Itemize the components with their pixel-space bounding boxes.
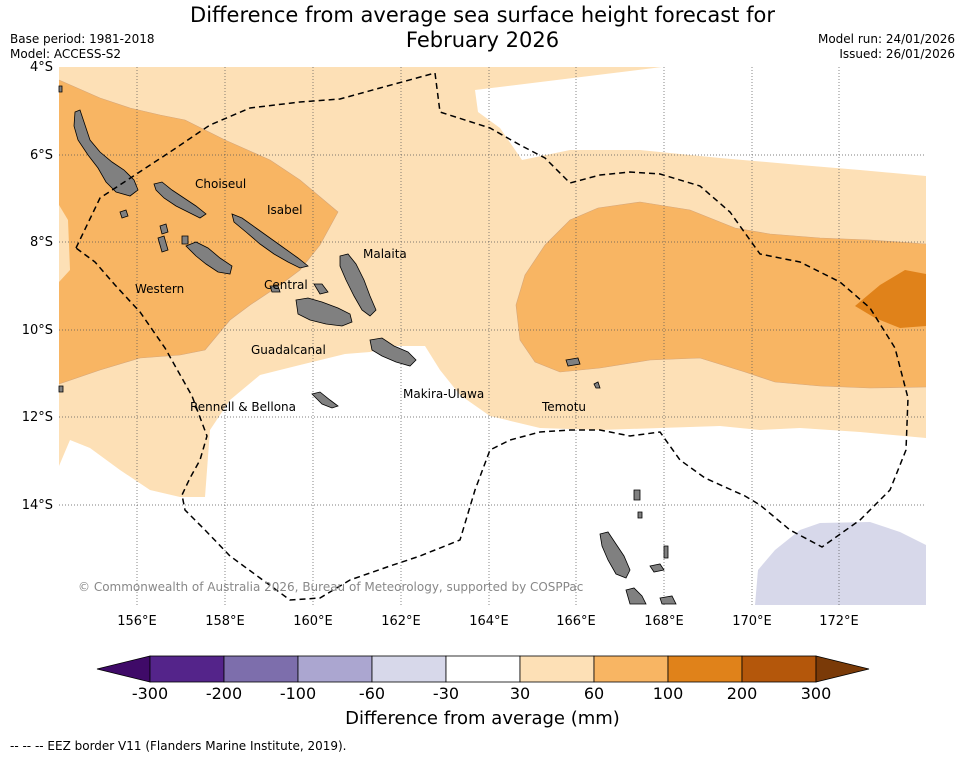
region-label-makira-ulawa: Makira-Ulawa xyxy=(403,387,485,401)
lat-label-8s: 8°S xyxy=(29,235,53,250)
region-label-choiseul: Choiseul xyxy=(195,177,247,191)
land-masses xyxy=(58,85,677,605)
lon-label-160e: 160°E xyxy=(293,614,333,629)
chart-title: Difference from average sea surface heig… xyxy=(0,3,965,53)
colorbar-segment xyxy=(223,655,299,683)
lon-label-156e: 156°E xyxy=(117,614,157,629)
makira-island xyxy=(369,337,417,367)
lon-label-168e: 168°E xyxy=(644,614,684,629)
region-label-guadalcanal: Guadalcanal xyxy=(251,343,326,357)
lon-label-172e: 172°E xyxy=(819,614,859,629)
choiseul-island xyxy=(153,181,207,219)
colorbar-segment xyxy=(593,655,669,683)
anomaly-negative-region xyxy=(755,522,926,605)
colorbar-segment xyxy=(445,655,521,683)
colorbar-tick: -30 xyxy=(432,684,460,703)
colorbar-tick: -100 xyxy=(279,684,317,703)
lon-label-166e: 166°E xyxy=(556,614,596,629)
title-line-1: Difference from average sea surface heig… xyxy=(190,3,775,27)
region-label-rennell-bellona: Rennell & Bellona xyxy=(190,400,297,414)
colorbar xyxy=(96,655,870,683)
lon-label-158e: 158°E xyxy=(205,614,245,629)
colorbar-tick: -300 xyxy=(131,684,169,703)
region-label-isabel: Isabel xyxy=(267,203,303,217)
colorbar-segment xyxy=(297,655,373,683)
colorbar-segment xyxy=(371,655,447,683)
colorbar-tick: 60 xyxy=(583,684,605,703)
issued-date: Issued: 26/01/2026 xyxy=(839,47,955,61)
colorbar-extend-max xyxy=(815,655,870,683)
copyright-notice: © Commonwealth of Australia 2026, Bureau… xyxy=(78,580,584,594)
bougainville-island xyxy=(73,109,139,197)
region-label-temotu: Temotu xyxy=(542,400,587,414)
lon-label-162e: 162°E xyxy=(381,614,421,629)
colorbar-tick: -200 xyxy=(205,684,243,703)
isabel-island xyxy=(231,213,309,269)
colorbar-segment xyxy=(741,655,817,683)
anomaly-60-100-region-west xyxy=(59,80,338,384)
lat-label-14s: 14°S xyxy=(21,498,53,513)
guadalcanal-island xyxy=(295,297,353,327)
lat-label-4s: 4°S xyxy=(29,60,53,75)
new-georgia-island xyxy=(185,241,233,275)
meta-right: Model run: 24/01/2026 Issued: 26/01/2026 xyxy=(818,32,955,62)
colorbar-title: Difference from average (mm) xyxy=(345,708,620,729)
model-run: Model run: 24/01/2026 xyxy=(817,32,955,46)
region-label-central: Central xyxy=(264,278,308,292)
rennell-island xyxy=(311,391,339,409)
lat-label-10s: 10°S xyxy=(21,323,53,338)
colorbar-tick: 200 xyxy=(726,684,758,703)
colorbar-tick: 300 xyxy=(800,684,832,703)
colorbar-segment xyxy=(519,655,595,683)
colorbar-tick: 100 xyxy=(652,684,684,703)
graticule xyxy=(59,67,926,605)
colorbar-tick: 30 xyxy=(509,684,531,703)
colorbar-segment xyxy=(149,655,225,683)
colorbar-extend-min xyxy=(96,655,151,683)
lat-label-12s: 12°S xyxy=(21,410,53,425)
colorbar-tick: -60 xyxy=(358,684,386,703)
eez-footnote: -- -- -- EEZ border V11 (Flanders Marine… xyxy=(10,739,347,753)
anomaly-60-100-region-east xyxy=(516,202,926,388)
meta-left: Base period: 1981-2018 Model: ACCESS-S2 xyxy=(10,32,155,62)
contour-lines xyxy=(58,79,927,389)
title-line-2: February 2026 xyxy=(405,28,560,52)
lon-label-170e: 170°E xyxy=(732,614,772,629)
base-period: Base period: 1981-2018 xyxy=(10,32,155,46)
region-label-malaita: Malaita xyxy=(363,247,407,261)
region-label-western: Western xyxy=(135,282,185,296)
eez-border xyxy=(75,72,909,601)
lat-label-6s: 6°S xyxy=(29,148,53,163)
colorbar-segment xyxy=(667,655,743,683)
lon-label-164e: 164°E xyxy=(469,614,509,629)
santo-island xyxy=(599,531,631,579)
model-name: Model: ACCESS-S2 xyxy=(10,47,122,61)
malaita-island xyxy=(339,253,377,317)
